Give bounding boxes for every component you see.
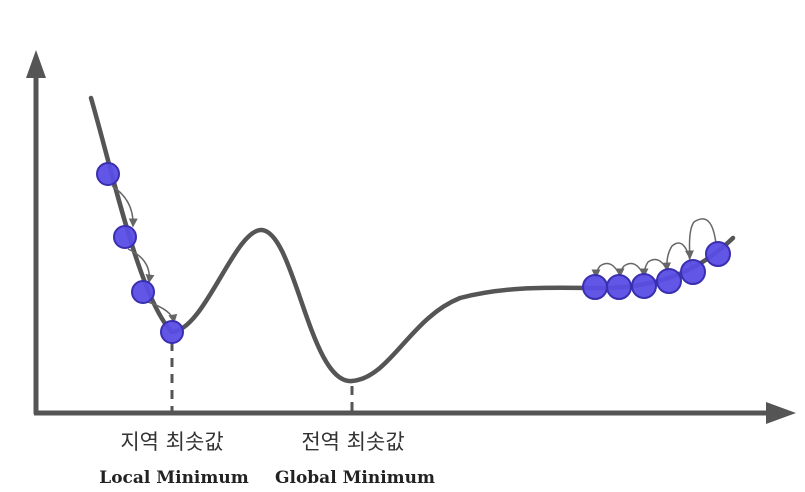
global-minimum-label-ko: 전역 최솟값 [301, 430, 405, 454]
plateau-balls [582, 241, 731, 300]
step-arrow [662, 242, 693, 272]
ball [705, 241, 731, 267]
ball [656, 268, 682, 294]
ball [582, 274, 608, 300]
ball [96, 162, 120, 186]
y-axis-arrowhead [26, 50, 46, 78]
ball [606, 274, 632, 300]
ball [631, 273, 657, 299]
step-arrow [639, 258, 669, 278]
step-arrow [111, 185, 138, 228]
ball [160, 320, 184, 344]
ball [113, 225, 137, 249]
ball [680, 259, 706, 285]
loss-curve [88, 95, 736, 384]
local-minimum-label-ko: 지역 최솟값 [120, 430, 224, 454]
ball [131, 280, 155, 304]
left-descent-balls [96, 162, 184, 344]
step-arrow [147, 301, 178, 324]
step-arrow [615, 262, 645, 278]
step-arrow [127, 248, 155, 284]
local-minimum-label-en: Local Minimum [99, 468, 249, 488]
step-arrow [591, 262, 621, 279]
x-axis-arrowhead [766, 402, 796, 424]
step-arrow [684, 218, 717, 260]
global-minimum-label-en: Global Minimum [274, 468, 436, 488]
